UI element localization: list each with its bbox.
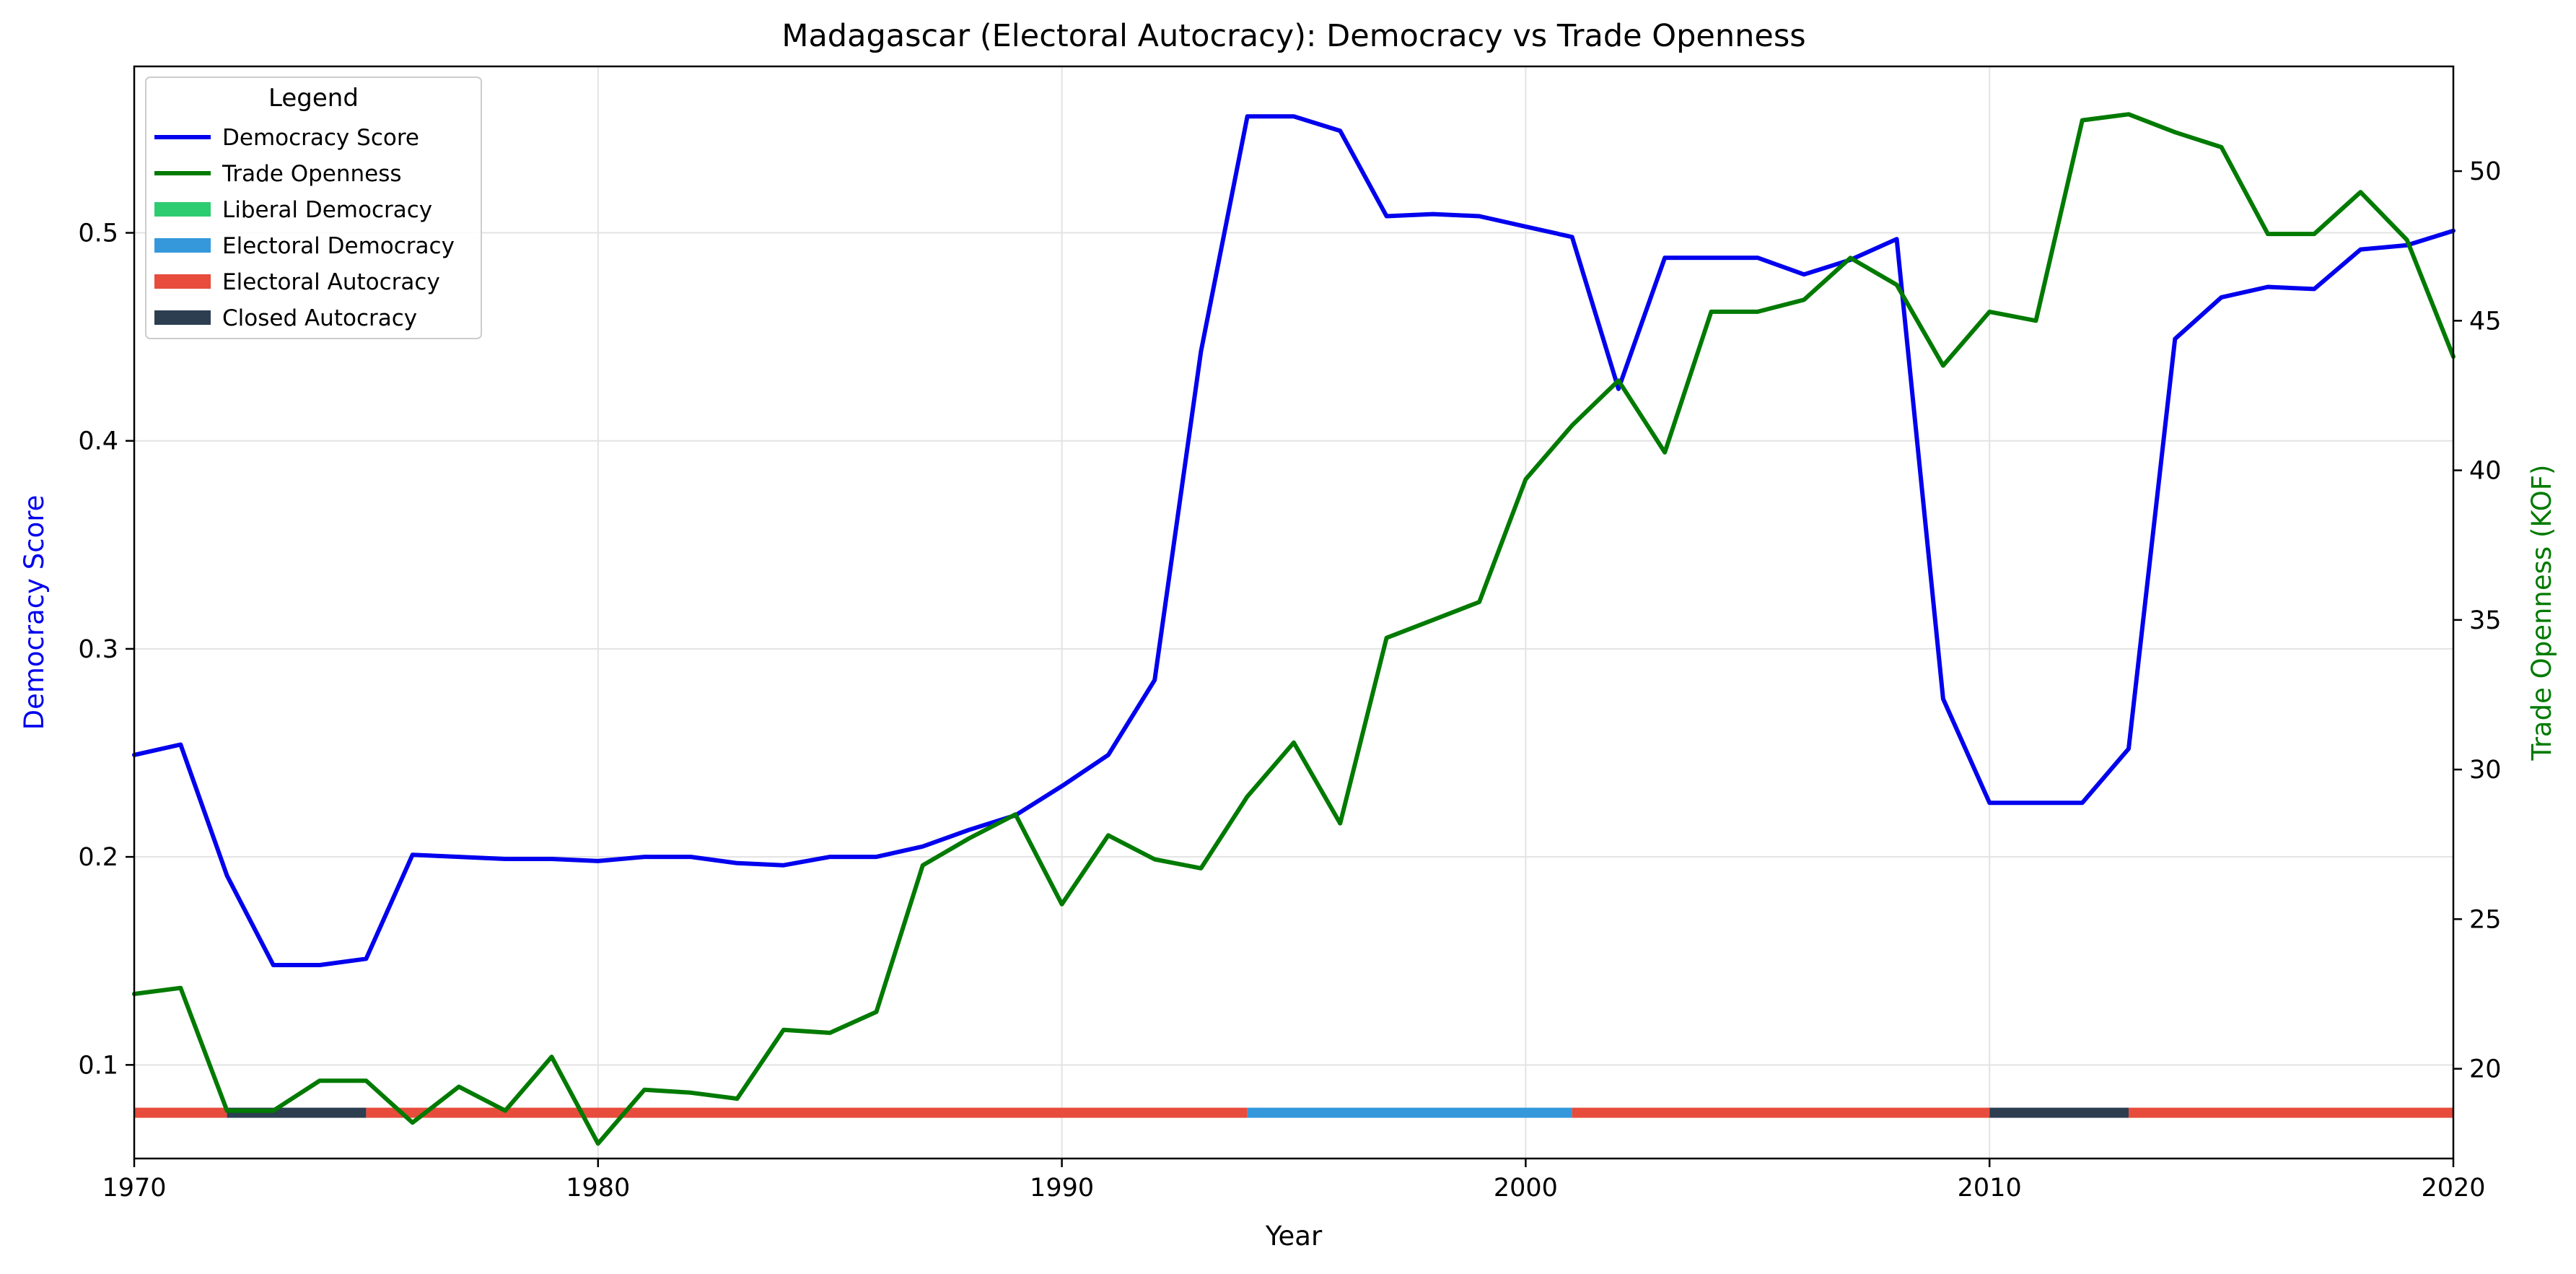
y-tick-label-left: 0.3 bbox=[78, 635, 118, 664]
axes: 1970 1980 1990 2000 2010 2020 0.1 0.2 0.3 0.4 0.5 2… bbox=[78, 157, 2501, 1203]
legend-entry: Closed Autocracy bbox=[154, 305, 417, 331]
regime-band bbox=[134, 1107, 227, 1118]
y-tick-label-left: 0.1 bbox=[78, 1051, 118, 1080]
legend-entry: Liberal Democracy bbox=[154, 197, 432, 223]
legend-box bbox=[145, 77, 482, 339]
x-tick-label: 1990 bbox=[1030, 1174, 1094, 1203]
y-tick-label-right: 45 bbox=[2469, 307, 2502, 336]
legend-patch-swatch bbox=[154, 238, 211, 253]
legend-label: Electoral Autocracy bbox=[222, 269, 440, 295]
legend-patch-swatch bbox=[154, 274, 211, 289]
x-tick-label: 2020 bbox=[2421, 1174, 2485, 1203]
legend-entry: Electoral Autocracy bbox=[154, 269, 440, 295]
x-tick-label: 1970 bbox=[102, 1174, 166, 1203]
legend: Legend Democracy Score Trade Openness Libe… bbox=[145, 77, 482, 339]
regime-band bbox=[1572, 1107, 1990, 1118]
legend-entry: Electoral Democracy bbox=[154, 233, 455, 259]
y-tick-label-left: 0.2 bbox=[78, 843, 118, 872]
y-tick-label-left: 0.5 bbox=[78, 219, 118, 248]
y-tick-label-right: 30 bbox=[2469, 756, 2502, 785]
chart-title: Madagascar (Electoral Autocracy): Democr… bbox=[781, 18, 1805, 54]
regime-band bbox=[2129, 1107, 2453, 1118]
y-axis-label-right: Trade Openness (KOF) bbox=[2526, 465, 2557, 762]
legend-label: Liberal Democracy bbox=[222, 197, 432, 223]
y-tick-label-left: 0.4 bbox=[78, 427, 118, 456]
x-tick-label: 2000 bbox=[1494, 1174, 1558, 1203]
x-axis-label: Year bbox=[1265, 1221, 1323, 1252]
legend-label: Closed Autocracy bbox=[222, 305, 417, 331]
x-tick-label: 1980 bbox=[566, 1174, 630, 1203]
regime-band bbox=[1989, 1107, 2129, 1118]
legend-patch-swatch bbox=[154, 202, 211, 217]
legend-entry: Trade Openness bbox=[154, 161, 402, 187]
y-tick-label-right: 40 bbox=[2469, 457, 2502, 486]
series-line-democracy-score bbox=[132, 114, 2455, 967]
legend-title: Legend bbox=[268, 84, 359, 113]
legend-entries: Democracy Score Trade Openness Liberal Dem… bbox=[154, 125, 455, 331]
legend-patch-swatch bbox=[154, 310, 211, 325]
x-tick-label: 2010 bbox=[1958, 1174, 2022, 1203]
legend-label: Trade Openness bbox=[222, 161, 402, 187]
y-tick-label-right: 25 bbox=[2469, 905, 2502, 934]
legend-entry: Democracy Score bbox=[154, 125, 419, 151]
series-line-trade-openness bbox=[132, 112, 2455, 1146]
series-lines bbox=[132, 112, 2455, 1146]
regime-bands bbox=[134, 1107, 2453, 1118]
legend-label: Democracy Score bbox=[222, 125, 419, 151]
regime-band bbox=[1247, 1107, 1572, 1118]
y-tick-label-right: 50 bbox=[2469, 157, 2502, 186]
plot-frame bbox=[133, 65, 2455, 1160]
y-axis-label-left: Democracy Score bbox=[19, 495, 50, 730]
y-tick-label-right: 20 bbox=[2469, 1055, 2502, 1084]
regime-band bbox=[366, 1107, 1248, 1118]
y-tick-label-right: 35 bbox=[2469, 606, 2502, 635]
legend-label: Electoral Democracy bbox=[222, 233, 455, 259]
